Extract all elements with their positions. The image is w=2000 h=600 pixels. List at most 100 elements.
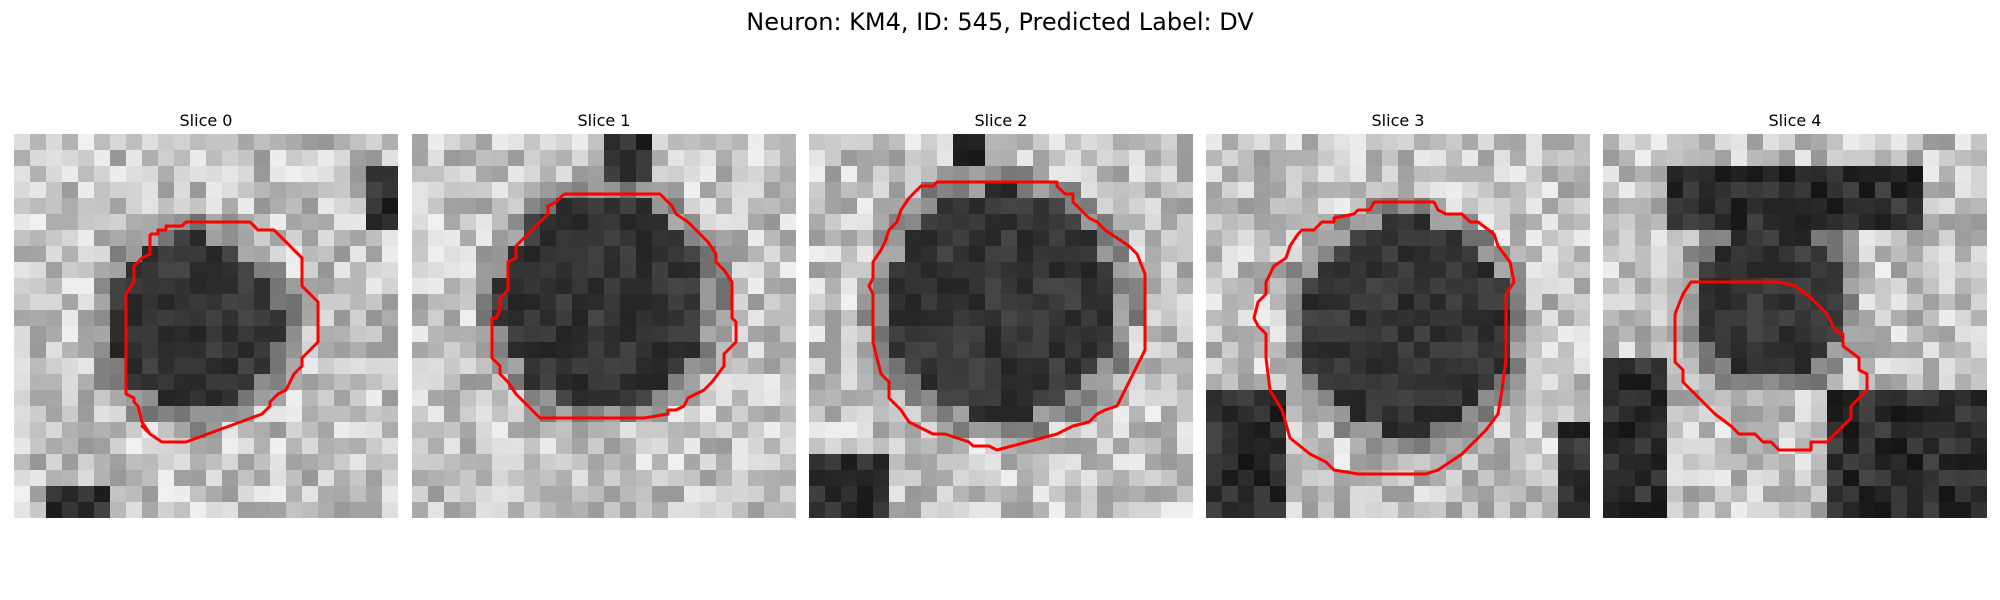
pixel (969, 246, 986, 263)
pixel (1113, 294, 1130, 311)
pixel (94, 454, 111, 471)
pixel (1763, 166, 1780, 183)
pixel (700, 390, 717, 407)
pixel (1859, 470, 1876, 487)
pixel (1206, 262, 1223, 279)
pixel (1206, 150, 1223, 167)
pixel (873, 470, 890, 487)
pixel (1446, 326, 1463, 343)
pixel (1526, 502, 1543, 518)
pixel (1033, 422, 1050, 439)
pixel (476, 166, 493, 183)
pixel (1510, 454, 1527, 471)
pixel (366, 358, 383, 375)
pixel (1795, 486, 1812, 503)
pixel (604, 246, 621, 263)
pixel (350, 470, 367, 487)
pixel (366, 438, 383, 455)
pixel (1398, 422, 1415, 439)
pixel (62, 262, 79, 279)
pixel (1603, 134, 1620, 151)
pixel (460, 358, 477, 375)
pixel (1398, 486, 1415, 503)
pixel (841, 342, 858, 359)
pixel (620, 294, 637, 311)
pixel (1635, 150, 1652, 167)
pixel (969, 502, 986, 518)
pixel (1177, 310, 1193, 327)
pixel (1811, 310, 1828, 327)
pixel (1222, 310, 1239, 327)
pixel (62, 294, 79, 311)
pixel (1542, 438, 1559, 455)
pixel (732, 134, 749, 151)
pixel (366, 182, 383, 199)
pixel (985, 310, 1002, 327)
pixel (302, 294, 319, 311)
pixel (588, 406, 605, 423)
pixel (1907, 134, 1924, 151)
pixel (302, 198, 319, 215)
pixel (1731, 358, 1748, 375)
pixel (1779, 262, 1796, 279)
pixel (1001, 342, 1018, 359)
pixel (1651, 262, 1668, 279)
pixel (158, 374, 175, 391)
pixel (1526, 198, 1543, 215)
pixel (1574, 342, 1590, 359)
pixel (238, 438, 255, 455)
pixel (206, 246, 223, 263)
pixel (1526, 422, 1543, 439)
pixel (780, 278, 796, 295)
pixel (1113, 166, 1130, 183)
pixel (809, 198, 826, 215)
pixel (1254, 454, 1271, 471)
pixel (668, 294, 685, 311)
pixel (1971, 390, 1987, 407)
pixel (1923, 230, 1940, 247)
pixel (190, 358, 207, 375)
pixel (620, 150, 637, 167)
pixel (1779, 166, 1796, 183)
pixel (94, 262, 111, 279)
pixel (1923, 358, 1940, 375)
pixel (1302, 422, 1319, 439)
pixel (748, 310, 765, 327)
pixel (1811, 342, 1828, 359)
pixel (190, 166, 207, 183)
pixel (780, 230, 796, 247)
pixel (668, 230, 685, 247)
pixel (1971, 326, 1987, 343)
pixel (1334, 230, 1351, 247)
pixel (1238, 342, 1255, 359)
pixel (366, 470, 383, 487)
pixel (1939, 454, 1956, 471)
pixel (809, 390, 826, 407)
pixel (684, 246, 701, 263)
pixel (78, 294, 95, 311)
pixel (1302, 486, 1319, 503)
pixel (1683, 134, 1700, 151)
pixel (1731, 198, 1748, 215)
pixel (764, 438, 781, 455)
pixel (700, 406, 717, 423)
pixel (1033, 214, 1050, 231)
pixel (302, 454, 319, 471)
pixel (1747, 374, 1764, 391)
pixel (985, 182, 1002, 199)
pixel (905, 262, 922, 279)
pixel (1795, 470, 1812, 487)
pixel (588, 486, 605, 503)
pixel (1001, 454, 1018, 471)
pixel (1017, 198, 1034, 215)
pixel (1683, 406, 1700, 423)
pixel (1699, 326, 1716, 343)
pixel (1923, 422, 1940, 439)
pixel (1446, 486, 1463, 503)
pixel (94, 294, 111, 311)
pixel (318, 390, 335, 407)
pixel (286, 150, 303, 167)
pixel (889, 326, 906, 343)
pixel (1907, 374, 1924, 391)
pixel (1923, 278, 1940, 295)
